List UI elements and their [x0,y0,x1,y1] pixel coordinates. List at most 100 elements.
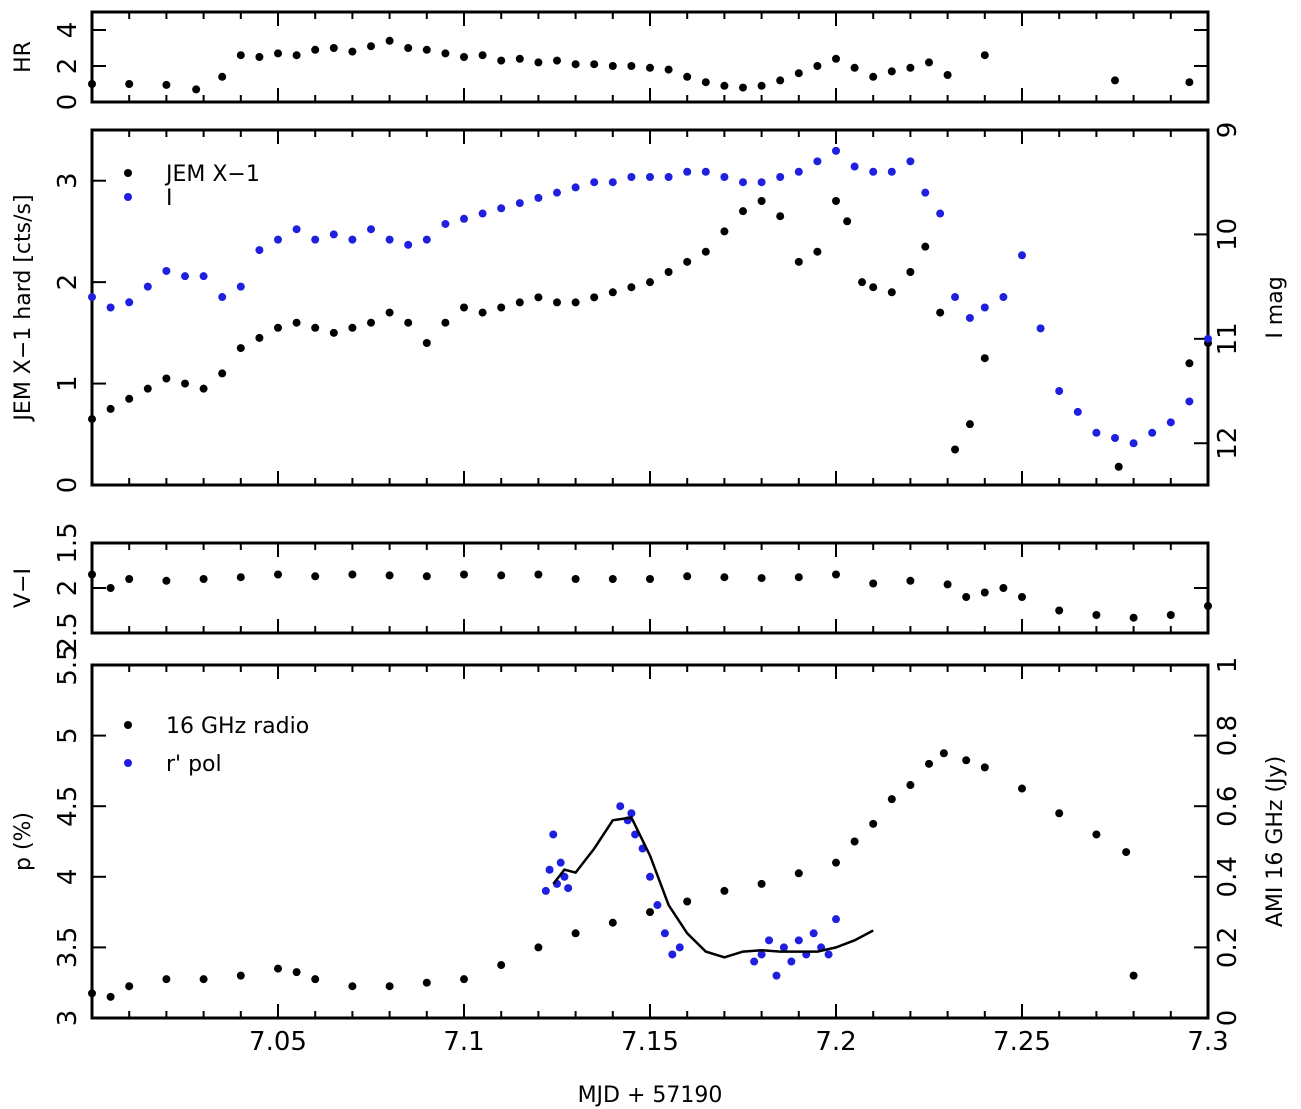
data-point [348,982,357,991]
data-point [367,42,375,51]
legend-label: JEM X−1 [164,162,260,187]
data-point [218,369,227,378]
data-point [980,588,989,597]
data-point [720,172,729,181]
data-point [794,257,803,266]
data-point [779,943,788,952]
data-point [460,570,468,579]
data-point [199,975,208,984]
data-point [422,45,431,54]
x-tick-label: 7.15 [621,1027,679,1057]
data-point [88,80,96,88]
data-point [255,53,264,61]
x-tick-label: 7.3 [1187,1027,1228,1057]
data-point [980,303,989,312]
x-tick-label: 7.2 [815,1027,856,1057]
x-axis-label: MJD + 57190 [578,1083,723,1108]
data-point [106,303,115,312]
data-point [906,63,915,72]
data-point [980,51,989,60]
data-point [218,72,227,81]
data-point [125,394,134,403]
y-tick-label: 4.5 [53,786,83,827]
data-point [88,989,96,998]
data-point [701,167,710,176]
data-point [348,235,357,244]
data-point [794,936,803,945]
data-point [794,869,803,878]
data-point [199,384,208,393]
y-tick-label: 5.5 [53,644,83,685]
data-point [143,282,152,291]
data-point [1148,428,1157,437]
data-point [478,51,487,60]
y2-tick-label: 0.2 [1213,927,1243,968]
data-point [404,318,413,327]
data-point [1185,78,1194,87]
data-point [824,950,833,959]
data-point [385,982,394,991]
data-point [292,51,301,60]
y-tick-label: 3 [53,172,83,189]
data-point [906,781,915,790]
data-point [236,573,245,582]
data-point [887,67,896,76]
data-point [311,975,320,984]
y2-tick-label: 0.4 [1213,856,1243,897]
data-point [683,572,692,581]
data-point [590,178,599,187]
data-point [460,303,468,312]
data-point [887,795,896,804]
data-point [720,227,729,236]
y-tick-label: 0 [53,477,83,494]
data-point [776,212,785,221]
data-point [627,172,636,181]
data-point [887,167,896,176]
data-point [571,183,580,192]
data-point [162,266,171,275]
data-point [772,971,781,980]
y-tick-label: 2 [53,580,83,597]
legend-marker [124,759,132,767]
series-jem-x-1 [88,197,1212,471]
legend-label: I [166,186,173,211]
data-point [162,576,171,585]
data-point [1129,613,1138,622]
data-point [571,575,580,583]
data-point [1018,784,1026,793]
data-point [701,247,710,256]
data-point [906,157,915,166]
data-point [385,308,394,317]
data-point [999,584,1008,592]
data-point [668,950,677,959]
data-point [1114,462,1123,471]
legend-marker [124,721,132,729]
x-tick-label: 7.25 [993,1027,1051,1057]
data-point [1166,418,1175,427]
data-point [653,901,662,910]
data-point [162,374,171,383]
data-point [757,178,766,187]
data-point [556,858,565,867]
data-point [367,318,375,327]
data-point [571,929,580,938]
y2-axis-label: I mag [1263,276,1288,338]
data-point [553,188,561,197]
series-16-ghz-radio [88,749,1138,1001]
data-point [348,323,357,332]
data-point [832,146,840,155]
data-point [980,763,989,772]
data-point [274,235,282,244]
data-point [236,344,245,353]
data-point [664,268,673,276]
data-point [1129,971,1138,980]
data-point [832,570,840,579]
data-point [999,293,1008,302]
x-tick-label: 7.05 [249,1027,307,1057]
data-point [329,230,338,239]
data-point [809,929,818,938]
data-point [739,178,747,187]
data-point [478,308,487,317]
data-point [757,879,766,888]
data-point [646,278,654,287]
